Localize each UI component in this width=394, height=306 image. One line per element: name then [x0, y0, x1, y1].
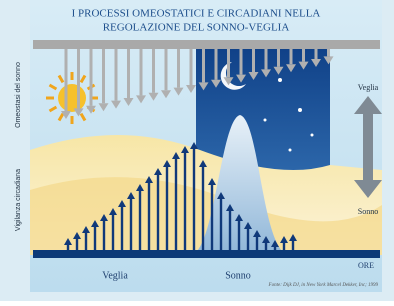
shape	[165, 49, 168, 90]
shape	[315, 49, 318, 59]
shape	[130, 198, 132, 250]
source: Fonte: Dijk DJ, in New York Marcel Dekke…	[268, 283, 379, 288]
shape	[77, 49, 80, 108]
shape	[152, 49, 155, 93]
shape	[238, 220, 240, 250]
baseline-bar	[33, 250, 380, 258]
shape	[157, 174, 159, 250]
title: REGOLAZIONE DEL SONNO-VEGLIA	[103, 22, 290, 34]
shape	[103, 220, 105, 250]
shape	[190, 49, 193, 85]
shape	[227, 49, 230, 77]
shape	[193, 148, 195, 250]
infographic: I PROCESSI OMEOSTATICI E CIRCADIANI NELL…	[0, 0, 394, 301]
shape	[115, 49, 118, 101]
shape	[102, 49, 105, 103]
shape	[277, 49, 280, 67]
shape	[90, 49, 93, 106]
shape	[76, 238, 78, 250]
shape	[229, 210, 231, 250]
shape	[240, 49, 243, 75]
shape	[85, 232, 87, 250]
axis-label: Vigilanza circadiana	[15, 169, 22, 231]
unit-label: ORE	[358, 261, 374, 270]
state-label: Sonno	[358, 207, 378, 216]
phase-label: Veglia	[102, 270, 128, 281]
shape	[215, 49, 218, 80]
state-label: Veglia	[358, 83, 379, 92]
shape	[94, 226, 96, 250]
shape	[65, 49, 68, 111]
shape	[220, 198, 222, 250]
shape	[177, 49, 180, 88]
title: I PROCESSI OMEOSTATICI E CIRCADIANI NELL…	[72, 8, 321, 20]
shape	[327, 49, 330, 56]
shape	[184, 152, 186, 250]
homeostasis-bar	[33, 40, 380, 49]
shape	[290, 49, 293, 64]
sun	[58, 84, 86, 112]
shape	[202, 49, 205, 82]
shape	[139, 190, 141, 250]
shape	[121, 206, 123, 250]
shape	[252, 49, 255, 72]
shape	[166, 166, 168, 250]
shape	[202, 166, 204, 250]
shape	[265, 49, 268, 69]
phase-label: Sonno	[225, 270, 251, 281]
shape	[283, 242, 285, 250]
axis-label: Omeostasi del sonno	[15, 62, 22, 128]
shape	[127, 49, 130, 98]
shape	[140, 49, 143, 95]
shape	[211, 184, 213, 250]
shape	[247, 228, 249, 250]
shape	[256, 236, 258, 250]
shape	[112, 214, 114, 250]
shape	[265, 242, 267, 250]
shape	[292, 240, 294, 250]
shape	[302, 49, 305, 62]
shape	[148, 182, 150, 250]
shape	[175, 158, 177, 250]
